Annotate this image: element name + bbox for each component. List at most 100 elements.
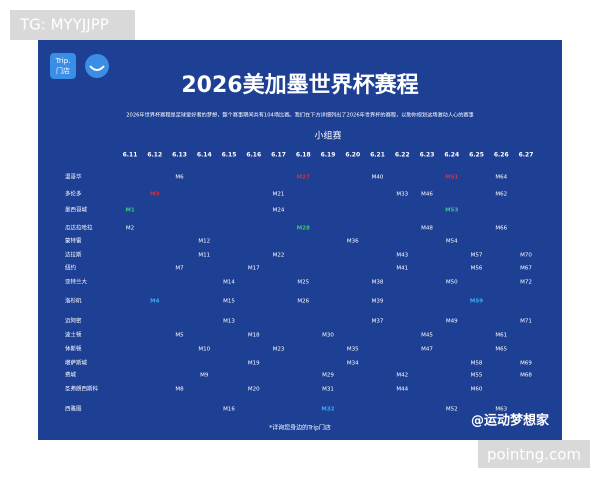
credit: @运动梦想家 [471,413,550,429]
match: M33 [396,192,408,198]
tag-bg [478,440,590,468]
city: 多伦多 [65,190,82,198]
match: M61 [495,333,507,339]
watermark-top: TG: MYYJJPP [19,16,109,34]
match-highlight: M3 [150,192,159,198]
match: M70 [520,253,532,259]
match: M69 [520,361,532,367]
match: M13 [223,319,235,325]
city: 波士顿 [65,331,82,339]
match: M43 [396,253,408,259]
title: 2026美加墨世界杯赛程 [181,72,418,98]
match: M58 [471,361,483,367]
stage: 小组赛 [314,130,341,142]
match: M38 [372,280,384,286]
city: 圣弗朗西斯科 [65,385,99,393]
match: M45 [421,333,433,339]
city: 亚特兰大 [65,278,88,286]
date-header: 6.12 [147,152,162,159]
match: M50 [446,280,458,286]
match: M62 [495,192,507,198]
match: M67 [520,266,532,272]
date-header: 6.24 [444,152,459,159]
date-header: 6.19 [321,152,336,159]
logo-smile-mouth [89,65,105,71]
tag-bg [10,10,135,40]
match: M60 [471,387,483,393]
match-highlight: M1 [125,208,134,214]
match: M6 [175,175,184,181]
match: M66 [495,226,507,232]
match: M11 [198,253,210,259]
match: M23 [273,347,285,353]
match: M18 [248,333,260,339]
date-header: 6.23 [420,152,435,159]
match: M41 [396,266,408,272]
match: M25 [297,280,309,286]
date-header: 6.14 [197,152,212,159]
match-highlight: M4 [150,299,159,305]
match: M9 [200,373,209,379]
match: M57 [471,253,483,259]
match: M64 [495,175,507,181]
date-header: 6.27 [519,152,534,159]
match: M37 [372,319,384,325]
match: M12 [198,239,210,245]
match: M56 [471,266,483,272]
footer: *详询您身边的Trip门店 [269,424,331,432]
match: M55 [471,373,483,379]
city: 达拉斯 [65,251,82,259]
match: M47 [421,347,433,353]
date-header: 6.26 [494,152,509,159]
match: M31 [322,387,334,393]
match: M29 [322,373,334,379]
match: M63 [495,407,507,413]
match: M19 [248,361,260,367]
match-highlight: M32 [321,407,334,413]
match-highlight: M53 [445,208,458,214]
city: 西雅图 [65,405,82,413]
match: M40 [372,175,384,181]
city: 堪萨斯城 [65,359,88,367]
match: M65 [495,347,507,353]
match: M15 [223,299,235,305]
match: M52 [446,407,458,413]
match: M48 [421,226,433,232]
city: 纽约 [65,264,77,272]
match-highlight: M59 [470,299,483,305]
date-header: 6.17 [271,152,286,159]
match: M68 [520,373,532,379]
city: 休斯顿 [65,345,82,353]
match: M49 [446,319,458,325]
match: M2 [126,226,134,232]
match: M54 [446,239,458,245]
date-header: 6.20 [345,152,360,159]
match: M22 [273,253,285,259]
city: 墨西哥城 [65,207,88,214]
match: M16 [223,407,235,413]
match: M5 [175,333,184,339]
match-highlight: M27 [297,175,310,181]
city: 洛杉矶 [65,297,82,305]
match: M71 [520,319,532,325]
watermark-bottom: pointng.com [487,446,581,464]
match: M35 [347,347,359,353]
poster [38,40,562,440]
match: M34 [347,361,359,367]
match: M24 [273,208,285,214]
logo-smile [85,54,109,78]
date-header: 6.18 [296,152,311,159]
city: 费城 [65,371,77,379]
match: M14 [223,280,235,286]
city: 瓜达拉哈拉 [65,224,93,232]
match: M8 [175,387,184,393]
match: M36 [347,239,359,245]
date-header: 6.13 [172,152,187,159]
match: M44 [396,387,408,393]
match-highlight: M28 [297,226,310,232]
match: M26 [297,299,309,305]
city: 蒙特雷 [65,237,82,245]
logo-store: 门店 [56,66,70,75]
